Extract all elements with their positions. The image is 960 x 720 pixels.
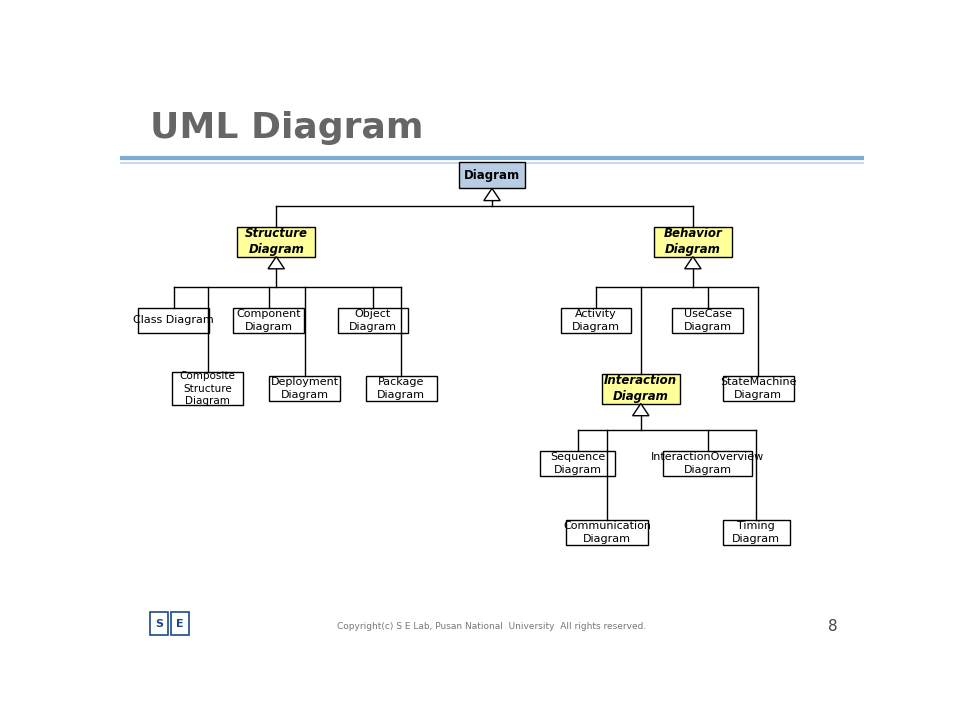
- Text: S: S: [156, 618, 163, 629]
- Polygon shape: [484, 189, 500, 201]
- Bar: [723, 520, 789, 546]
- Text: Timing
Diagram: Timing Diagram: [732, 521, 780, 544]
- Bar: [540, 451, 614, 476]
- Bar: [150, 612, 168, 635]
- Text: Diagram: Diagram: [464, 168, 520, 181]
- Bar: [566, 520, 648, 546]
- Text: Class Diagram: Class Diagram: [133, 315, 214, 325]
- Text: Object
Diagram: Object Diagram: [349, 309, 397, 331]
- Text: E: E: [176, 618, 183, 629]
- Polygon shape: [684, 256, 701, 269]
- Text: Composite
Structure
Diagram: Composite Structure Diagram: [180, 371, 236, 406]
- Text: 8: 8: [828, 619, 838, 634]
- Bar: [233, 307, 304, 333]
- Bar: [672, 307, 743, 333]
- Text: UseCase
Diagram: UseCase Diagram: [684, 309, 732, 331]
- Text: UML Diagram: UML Diagram: [150, 112, 423, 145]
- Text: Package
Diagram: Package Diagram: [377, 377, 425, 400]
- Bar: [654, 227, 732, 256]
- Bar: [663, 451, 753, 476]
- Bar: [171, 612, 189, 635]
- Text: StateMachine
Diagram: StateMachine Diagram: [720, 377, 797, 400]
- Text: Interaction
Diagram: Interaction Diagram: [604, 374, 678, 403]
- Text: InteractionOverview
Diagram: InteractionOverview Diagram: [651, 452, 764, 474]
- Bar: [237, 227, 315, 256]
- Bar: [459, 162, 525, 189]
- Bar: [338, 307, 408, 333]
- Text: Sequence
Diagram: Sequence Diagram: [550, 452, 605, 474]
- Text: Activity
Diagram: Activity Diagram: [572, 309, 620, 331]
- Bar: [561, 307, 632, 333]
- Polygon shape: [633, 403, 649, 415]
- Text: Deployment
Diagram: Deployment Diagram: [271, 377, 339, 400]
- Text: Behavior
Diagram: Behavior Diagram: [663, 227, 722, 256]
- Text: Structure
Diagram: Structure Diagram: [245, 227, 308, 256]
- Bar: [269, 376, 340, 401]
- Bar: [138, 307, 209, 333]
- Bar: [173, 372, 243, 405]
- Text: Copyright(c) S E Lab, Pusan National  University  All rights reserved.: Copyright(c) S E Lab, Pusan National Uni…: [337, 622, 647, 631]
- Bar: [602, 374, 680, 403]
- Polygon shape: [268, 256, 284, 269]
- Bar: [723, 376, 794, 401]
- Bar: [366, 376, 437, 401]
- Text: Communication
Diagram: Communication Diagram: [564, 521, 651, 544]
- Text: Component
Diagram: Component Diagram: [236, 309, 301, 331]
